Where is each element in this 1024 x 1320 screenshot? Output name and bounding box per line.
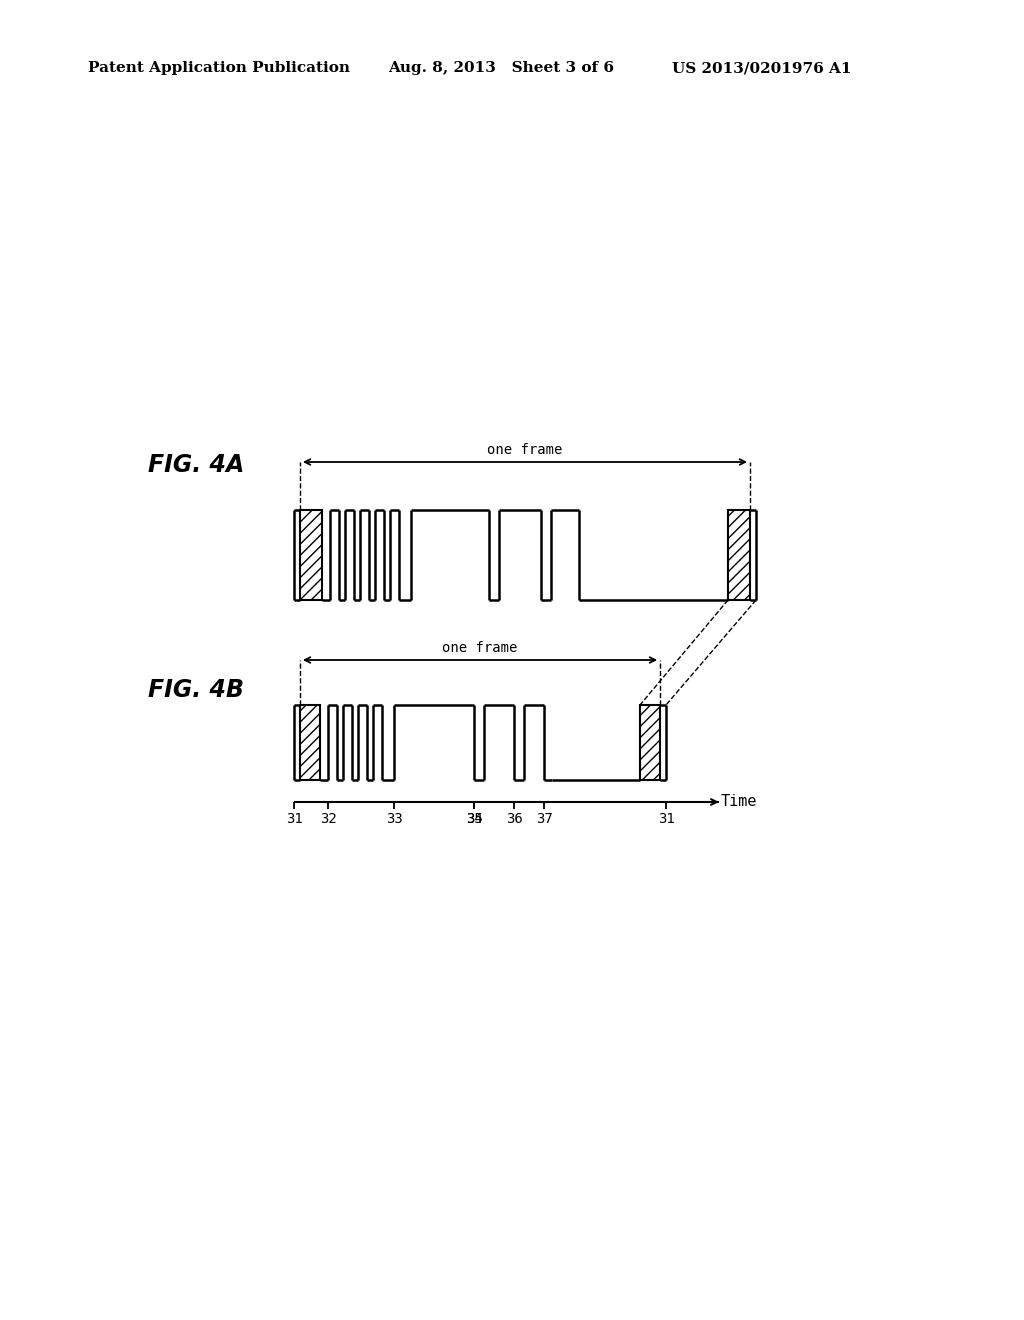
Text: 31: 31 xyxy=(657,812,675,826)
Text: FIG. 4A: FIG. 4A xyxy=(148,453,245,477)
Bar xyxy=(300,510,322,601)
Text: US 2013/0201976 A1: US 2013/0201976 A1 xyxy=(672,61,852,75)
Bar xyxy=(300,705,319,780)
Text: 32: 32 xyxy=(319,812,336,826)
Bar xyxy=(728,510,750,601)
Text: 31: 31 xyxy=(286,812,302,826)
Text: 37: 37 xyxy=(536,812,552,826)
Text: Patent Application Publication: Patent Application Publication xyxy=(88,61,350,75)
Text: 33: 33 xyxy=(386,812,402,826)
Text: FIG. 4B: FIG. 4B xyxy=(148,678,244,702)
Bar xyxy=(640,705,660,780)
Text: Time: Time xyxy=(721,795,758,809)
Text: 36: 36 xyxy=(506,812,522,826)
Text: one frame: one frame xyxy=(442,642,518,655)
Text: 35: 35 xyxy=(466,812,482,826)
Text: 34: 34 xyxy=(466,812,482,826)
Text: one frame: one frame xyxy=(487,444,562,457)
Text: Aug. 8, 2013   Sheet 3 of 6: Aug. 8, 2013 Sheet 3 of 6 xyxy=(388,61,614,75)
